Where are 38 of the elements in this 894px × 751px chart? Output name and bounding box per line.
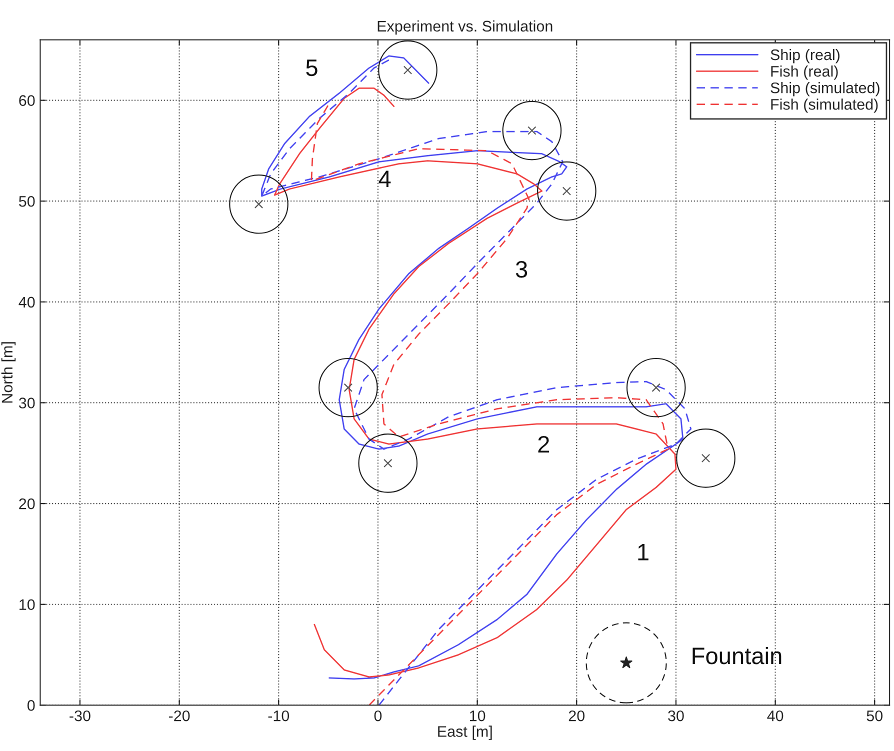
y-tick-label: 10 bbox=[20, 599, 35, 610]
chart-title: Experiment vs. Simulation bbox=[378, 20, 552, 35]
x-tick-label: -10 bbox=[268, 710, 290, 722]
point bbox=[384, 458, 392, 468]
legend-label: Ship (real) bbox=[770, 48, 840, 64]
point bbox=[652, 383, 660, 392]
y-tick-label: 40 bbox=[18, 296, 35, 308]
x-tick-label: 30 bbox=[668, 710, 684, 722]
point bbox=[254, 200, 264, 208]
legend-label: Fish (simulated) bbox=[771, 98, 878, 113]
point bbox=[562, 186, 572, 196]
y-tick-label: 0 bbox=[27, 700, 35, 711]
y-tick-label: 30 bbox=[18, 398, 35, 408]
annotation: 1 bbox=[638, 544, 648, 560]
annotation: Fountain bbox=[692, 646, 782, 664]
x-tick-label: 50 bbox=[866, 710, 883, 722]
x-tick-label: -30 bbox=[70, 710, 90, 722]
annotation: 3 bbox=[516, 260, 528, 278]
point bbox=[403, 66, 412, 74]
legend-label: Fish (real) bbox=[771, 66, 838, 80]
x-tick-label: 20 bbox=[568, 710, 585, 722]
point bbox=[344, 383, 353, 392]
annotation: 5 bbox=[306, 60, 318, 76]
y-tick-label: 50 bbox=[18, 196, 35, 207]
annotation: 2 bbox=[538, 436, 550, 452]
point bbox=[701, 454, 710, 463]
point bbox=[528, 126, 536, 135]
x-tick-label: 10 bbox=[470, 710, 486, 722]
point bbox=[586, 622, 667, 704]
x-tick-label: -20 bbox=[168, 710, 190, 722]
y-tick-label: 60 bbox=[19, 95, 35, 106]
y-tick-label: 20 bbox=[19, 498, 35, 510]
annotation: 4 bbox=[378, 170, 391, 187]
y-axis-title: North [m] bbox=[1, 342, 16, 403]
x-tick-label: 0 bbox=[374, 710, 382, 722]
x-tick-label: 40 bbox=[767, 710, 784, 722]
x-axis-title: East [m] bbox=[438, 726, 492, 740]
legend-label: Ship (simulated) bbox=[770, 82, 880, 96]
